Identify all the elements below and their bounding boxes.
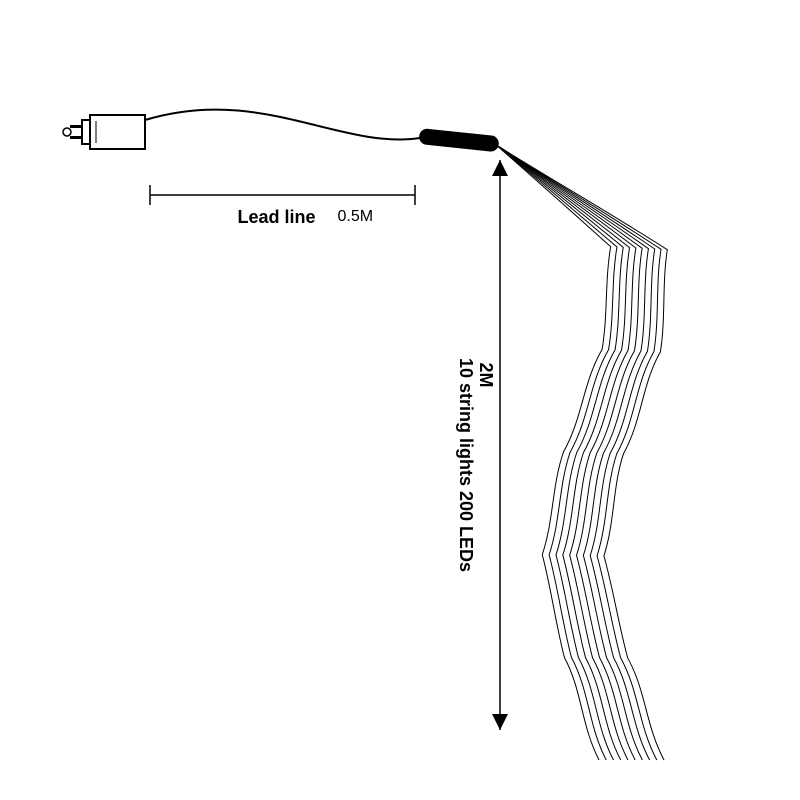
arrow-down-icon [492, 714, 508, 730]
power-adapter-body [90, 115, 145, 149]
lead-cable [145, 110, 420, 140]
light-string [500, 147, 661, 760]
plug-cap [82, 120, 90, 144]
light-string [495, 144, 611, 760]
controller [418, 128, 499, 152]
product-diagram: Lead line 0.5M 2M10 string lights 200 LEDs [0, 0, 800, 800]
arrow-up-icon [492, 160, 508, 176]
light-string [496, 144, 617, 760]
height-value: 2M [476, 362, 496, 387]
plug-prong [70, 136, 82, 139]
plug-ground [63, 128, 71, 136]
lead-line-value: 0.5M [338, 208, 374, 225]
light-string [497, 146, 635, 760]
height-description: 10 string lights 200 LEDs [456, 358, 476, 572]
lead-line-label: Lead line [238, 207, 316, 227]
plug-prong [70, 125, 82, 128]
